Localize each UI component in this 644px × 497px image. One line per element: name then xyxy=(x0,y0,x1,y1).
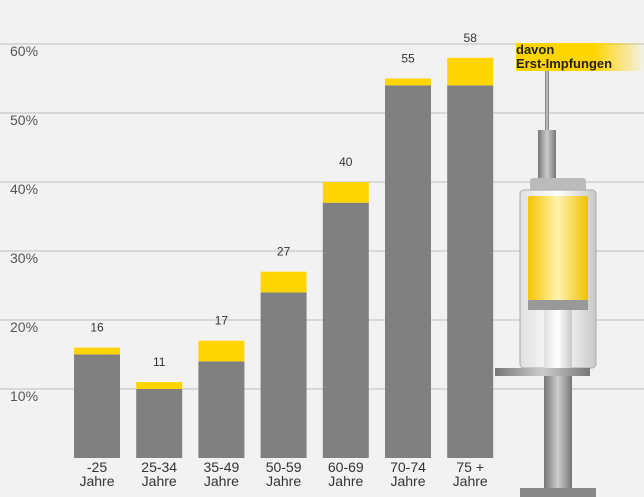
x-tick-label: 25-34 Jahre xyxy=(141,459,178,489)
total-label: 58 xyxy=(464,31,478,45)
bar-segment xyxy=(322,202,369,458)
total-label: 17 xyxy=(215,314,229,328)
x-tick-label: 60-69 Jahre xyxy=(327,459,364,489)
bar-segment xyxy=(260,292,307,458)
x-tick-label: 35-49 Jahre xyxy=(203,459,240,489)
total-label: 27 xyxy=(277,245,291,259)
bar-segment xyxy=(322,182,369,203)
x-tick-label: -25 Jahre xyxy=(79,459,115,489)
bar-segment xyxy=(385,85,431,459)
y-tick-label: 10% xyxy=(10,388,38,404)
bar-segment xyxy=(136,389,183,458)
bar-segment xyxy=(260,271,307,293)
y-tick-label: 30% xyxy=(10,250,38,266)
x-tick-label: 70-74 Jahre xyxy=(390,459,426,489)
bars: 16 11 17 27 40 55 58 xyxy=(74,31,494,459)
bar-segment xyxy=(385,78,431,86)
y-tick-label: 20% xyxy=(10,319,38,335)
total-label: 16 xyxy=(90,321,104,335)
bar-segment xyxy=(198,340,245,362)
bar-segment xyxy=(74,347,120,355)
bar-segment xyxy=(136,382,183,389)
bar-segment xyxy=(198,361,245,458)
y-tick-label: 50% xyxy=(10,112,38,128)
y-tick-label: 60% xyxy=(10,43,38,59)
total-label: 55 xyxy=(401,52,415,66)
x-tick-label: 75 + Jahre xyxy=(452,459,488,489)
bar-segment xyxy=(447,85,494,459)
bar-segment xyxy=(74,354,120,458)
legend-entry: davon Erst-Impfungen xyxy=(516,43,644,71)
grid: 10% 20% 30% 40% 50% 60% xyxy=(0,43,644,404)
total-label: 40 xyxy=(339,155,353,169)
bar-segment xyxy=(447,57,494,86)
x-tick-label: 50-59 Jahre xyxy=(265,459,302,489)
syringe-illustration xyxy=(495,60,597,497)
y-tick-label: 40% xyxy=(10,181,38,197)
total-label: 11 xyxy=(153,355,166,369)
